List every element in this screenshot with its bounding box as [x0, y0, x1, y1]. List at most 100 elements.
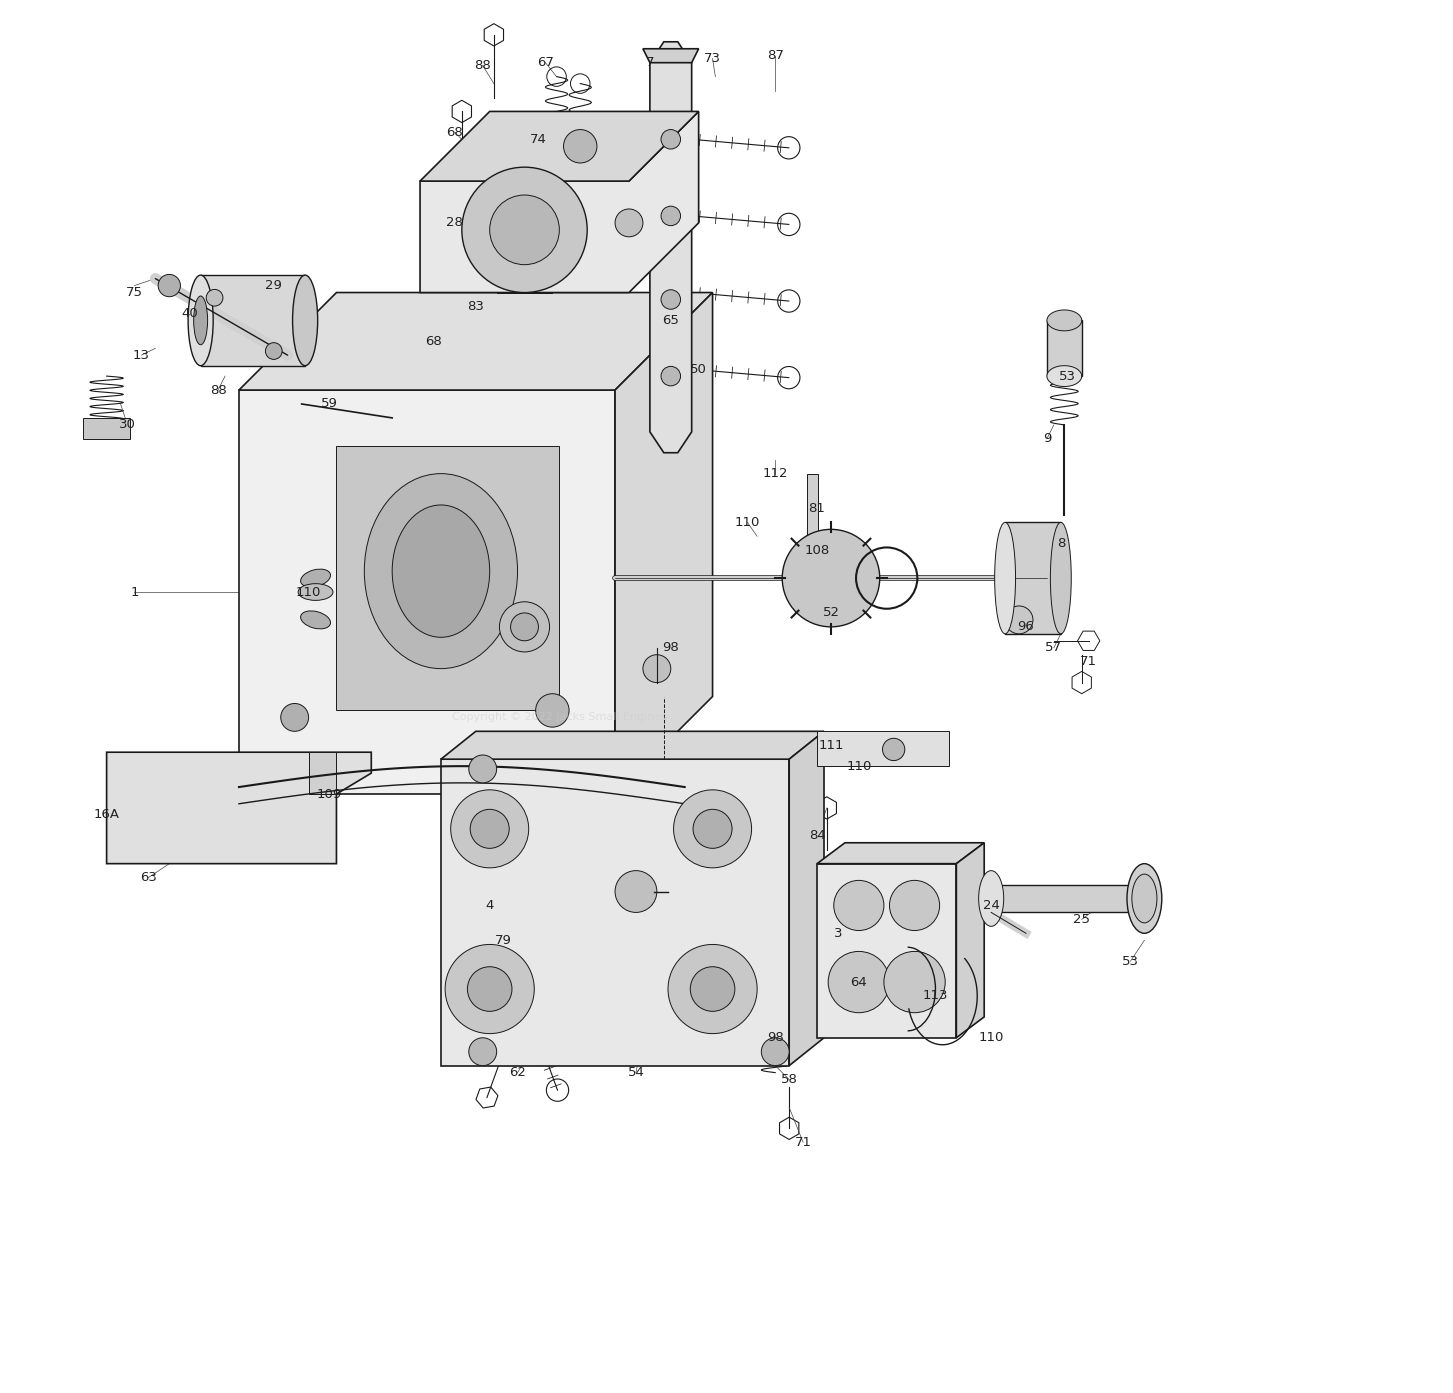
Circle shape — [615, 209, 642, 237]
Circle shape — [564, 130, 597, 163]
Text: 59: 59 — [321, 397, 339, 411]
Circle shape — [469, 1038, 497, 1066]
Circle shape — [834, 880, 883, 931]
Bar — [1048, 320, 1081, 376]
Circle shape — [445, 944, 535, 1034]
Text: 71: 71 — [1080, 655, 1097, 669]
Text: 67: 67 — [538, 56, 554, 70]
Text: 88: 88 — [209, 383, 227, 397]
Circle shape — [668, 944, 757, 1034]
Circle shape — [280, 703, 308, 731]
Circle shape — [674, 790, 751, 868]
Text: 110: 110 — [978, 1031, 1004, 1045]
Polygon shape — [420, 111, 699, 181]
Polygon shape — [817, 864, 956, 1038]
Polygon shape — [106, 752, 372, 864]
Text: Copyright © 2022 Jacks Small Engines: Copyright © 2022 Jacks Small Engines — [452, 712, 667, 723]
Text: 28: 28 — [446, 216, 464, 230]
Ellipse shape — [979, 871, 1004, 926]
Circle shape — [536, 694, 570, 727]
Circle shape — [693, 809, 732, 848]
Polygon shape — [615, 293, 712, 794]
Polygon shape — [440, 759, 789, 1066]
Ellipse shape — [1048, 365, 1081, 386]
Circle shape — [469, 755, 497, 783]
Circle shape — [661, 130, 680, 149]
Text: 1: 1 — [131, 585, 138, 599]
Text: 68: 68 — [426, 334, 442, 348]
Text: 83: 83 — [468, 299, 484, 313]
Text: 63: 63 — [139, 871, 157, 885]
Circle shape — [690, 967, 735, 1011]
Bar — [991, 885, 1145, 912]
Text: 57: 57 — [1045, 641, 1062, 655]
Text: 112: 112 — [763, 467, 788, 481]
Circle shape — [761, 1038, 789, 1066]
Circle shape — [490, 195, 559, 265]
Bar — [201, 276, 305, 365]
Text: 8: 8 — [1056, 536, 1065, 550]
Text: 98: 98 — [663, 641, 679, 655]
Polygon shape — [238, 293, 712, 390]
Polygon shape — [420, 111, 699, 293]
Polygon shape — [956, 843, 984, 1038]
Polygon shape — [817, 843, 984, 864]
Polygon shape — [337, 446, 559, 710]
Text: 68: 68 — [446, 125, 464, 139]
Text: 110: 110 — [846, 759, 872, 773]
Text: 111: 111 — [818, 738, 844, 752]
Text: 13: 13 — [132, 348, 150, 362]
Circle shape — [500, 602, 549, 652]
Text: 75: 75 — [126, 286, 142, 299]
Text: 4: 4 — [485, 898, 494, 912]
Ellipse shape — [365, 474, 517, 669]
Text: 54: 54 — [628, 1066, 644, 1080]
Ellipse shape — [301, 612, 330, 628]
Circle shape — [642, 655, 671, 683]
Text: 3: 3 — [834, 926, 843, 940]
Bar — [83, 418, 131, 439]
Text: 110: 110 — [296, 585, 321, 599]
Ellipse shape — [187, 274, 214, 365]
Text: 109: 109 — [317, 787, 341, 801]
Circle shape — [510, 613, 539, 641]
Text: 58: 58 — [780, 1073, 798, 1087]
Text: 62: 62 — [509, 1066, 526, 1080]
Polygon shape — [649, 42, 692, 453]
Text: 96: 96 — [1017, 620, 1035, 634]
Text: 9: 9 — [1043, 432, 1051, 446]
Text: 74: 74 — [530, 132, 546, 146]
Bar — [1005, 522, 1061, 634]
Ellipse shape — [1132, 875, 1157, 922]
Circle shape — [828, 951, 889, 1013]
Circle shape — [782, 529, 879, 627]
Text: 108: 108 — [805, 543, 830, 557]
Polygon shape — [238, 390, 615, 794]
Circle shape — [450, 790, 529, 868]
Circle shape — [266, 343, 282, 359]
Ellipse shape — [1048, 309, 1081, 330]
Text: 71: 71 — [795, 1135, 812, 1149]
Circle shape — [615, 871, 657, 912]
Circle shape — [206, 290, 222, 306]
Text: 81: 81 — [809, 501, 825, 515]
Text: 65: 65 — [663, 313, 679, 327]
Circle shape — [158, 274, 180, 297]
Text: 29: 29 — [266, 279, 282, 293]
Circle shape — [1005, 606, 1033, 634]
Ellipse shape — [292, 274, 318, 365]
Polygon shape — [642, 49, 699, 63]
Ellipse shape — [193, 295, 208, 344]
Circle shape — [661, 206, 680, 226]
Ellipse shape — [301, 570, 330, 586]
Text: 40: 40 — [182, 306, 199, 320]
Text: 50: 50 — [690, 362, 708, 376]
Text: 16A: 16A — [93, 808, 119, 822]
Polygon shape — [817, 731, 949, 766]
Text: 53: 53 — [1122, 954, 1139, 968]
Text: 110: 110 — [735, 515, 760, 529]
Circle shape — [883, 951, 946, 1013]
Text: 84: 84 — [809, 829, 825, 843]
Text: 25: 25 — [1074, 912, 1090, 926]
Text: 24: 24 — [982, 898, 1000, 912]
